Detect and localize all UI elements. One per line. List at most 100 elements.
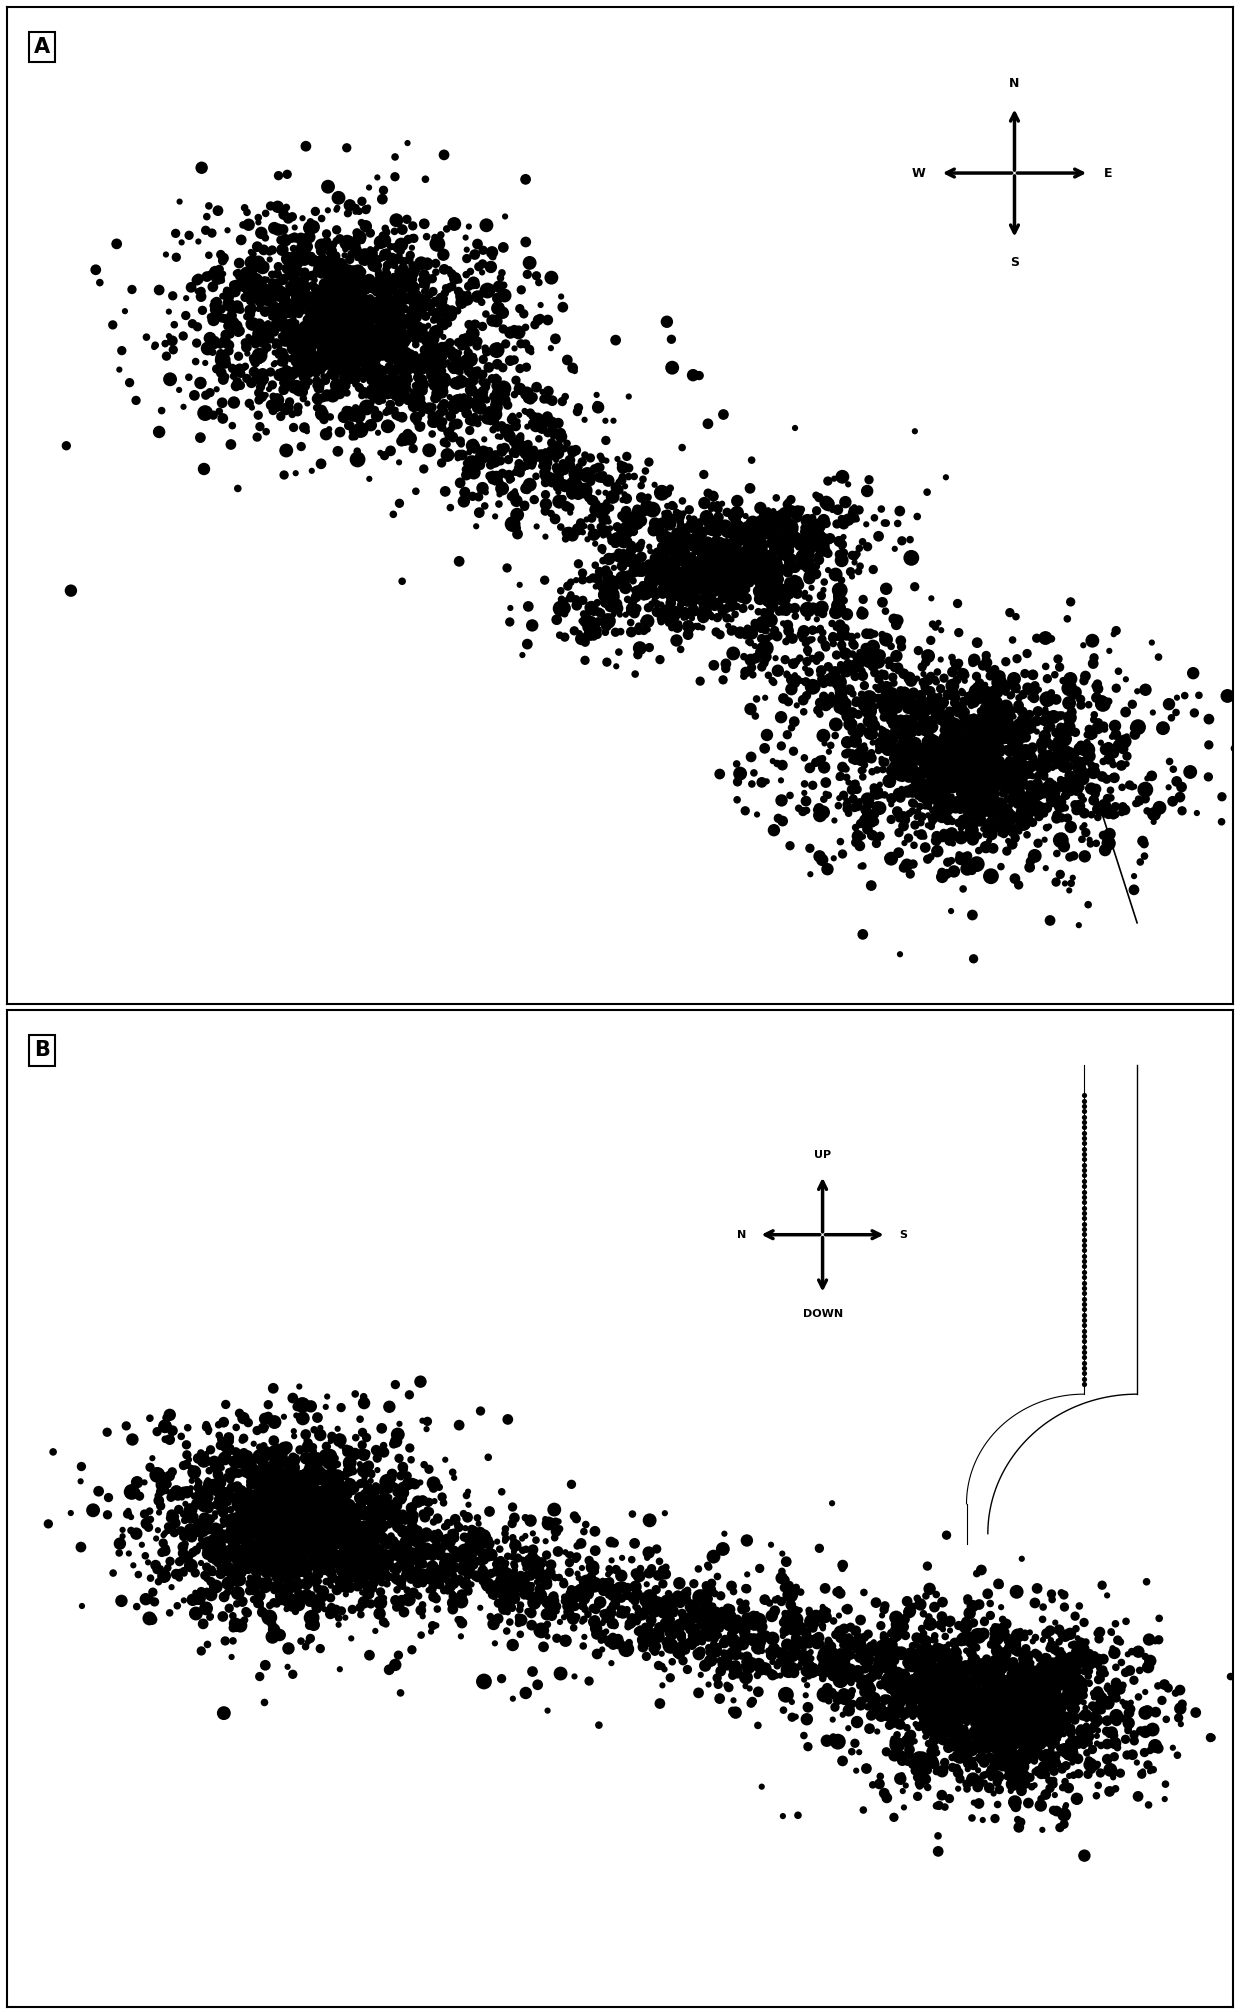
Point	[1050, 725, 1070, 757]
Point	[1028, 1734, 1048, 1766]
Point	[258, 1400, 278, 1432]
Point	[303, 211, 322, 244]
Point	[1117, 739, 1137, 771]
Point	[306, 1569, 326, 1601]
Point	[775, 524, 795, 556]
Point	[541, 332, 560, 365]
Point	[1003, 721, 1023, 753]
Point	[1060, 1664, 1080, 1696]
Point	[660, 526, 680, 558]
Point	[350, 268, 370, 300]
Point	[1016, 733, 1035, 765]
Point	[663, 544, 683, 576]
Point	[714, 582, 734, 614]
Point	[505, 344, 525, 377]
Point	[661, 501, 681, 534]
Point	[960, 1627, 980, 1660]
Point	[279, 1496, 299, 1529]
Point	[939, 703, 959, 735]
Point	[268, 1531, 288, 1563]
Point	[847, 620, 867, 653]
Point	[185, 1456, 205, 1488]
Point	[358, 1577, 378, 1609]
Point	[616, 1573, 636, 1605]
Point	[506, 1579, 526, 1611]
Point	[1074, 798, 1094, 830]
Point	[290, 1434, 310, 1466]
Point	[1002, 731, 1022, 763]
Point	[281, 314, 301, 346]
Point	[980, 729, 999, 761]
Point	[278, 1535, 298, 1567]
Point	[198, 1472, 218, 1504]
Point	[794, 1720, 813, 1752]
Point	[273, 1527, 293, 1559]
Point	[735, 499, 755, 532]
Point	[1027, 1664, 1047, 1696]
Point	[961, 798, 981, 830]
Point	[961, 1653, 981, 1686]
Point	[311, 338, 331, 371]
Point	[1090, 1615, 1110, 1647]
Point	[1211, 806, 1231, 838]
Point	[574, 1603, 594, 1635]
Point	[529, 266, 549, 298]
Point	[864, 638, 884, 671]
Point	[1079, 1668, 1099, 1700]
Point	[374, 302, 394, 334]
Point	[746, 534, 766, 566]
Point	[742, 556, 761, 588]
Point	[889, 804, 909, 836]
Point	[693, 560, 713, 592]
Point	[248, 205, 268, 238]
Point	[1008, 715, 1028, 747]
Point	[312, 316, 332, 348]
Point	[461, 318, 481, 350]
Point	[356, 1474, 376, 1506]
Point	[900, 731, 920, 763]
Point	[320, 320, 340, 352]
Point	[923, 729, 942, 761]
Point	[259, 1601, 279, 1633]
Point	[630, 506, 650, 538]
Point	[694, 568, 714, 600]
Point	[727, 747, 746, 779]
Point	[826, 1680, 846, 1712]
Point	[780, 528, 800, 560]
Point	[877, 624, 897, 657]
Point	[263, 1527, 283, 1559]
Point	[684, 548, 704, 580]
Point	[393, 1452, 413, 1484]
Point	[500, 421, 520, 453]
Point	[1037, 1706, 1056, 1738]
Point	[579, 1666, 599, 1698]
Point	[315, 1555, 335, 1587]
Point	[329, 1519, 348, 1551]
Point	[303, 1456, 322, 1488]
Point	[511, 1571, 531, 1603]
Point	[973, 1666, 993, 1698]
Point	[278, 1446, 298, 1478]
Point	[616, 441, 636, 473]
Point	[701, 586, 720, 618]
Point	[216, 1521, 236, 1553]
Point	[925, 1688, 945, 1720]
Point	[1081, 800, 1101, 832]
Point	[201, 1502, 221, 1535]
Point	[678, 530, 698, 562]
Point	[683, 554, 703, 586]
Point	[830, 781, 849, 814]
Point	[719, 576, 739, 608]
Point	[355, 1565, 374, 1597]
Point	[559, 491, 579, 524]
Point	[351, 356, 371, 389]
Point	[255, 276, 275, 308]
Point	[950, 1692, 970, 1724]
Point	[227, 310, 247, 342]
Point	[882, 630, 901, 663]
Point	[1045, 1708, 1065, 1740]
Point	[996, 646, 1016, 679]
Point	[875, 1589, 895, 1621]
Point	[181, 1523, 201, 1555]
Point	[697, 592, 717, 624]
